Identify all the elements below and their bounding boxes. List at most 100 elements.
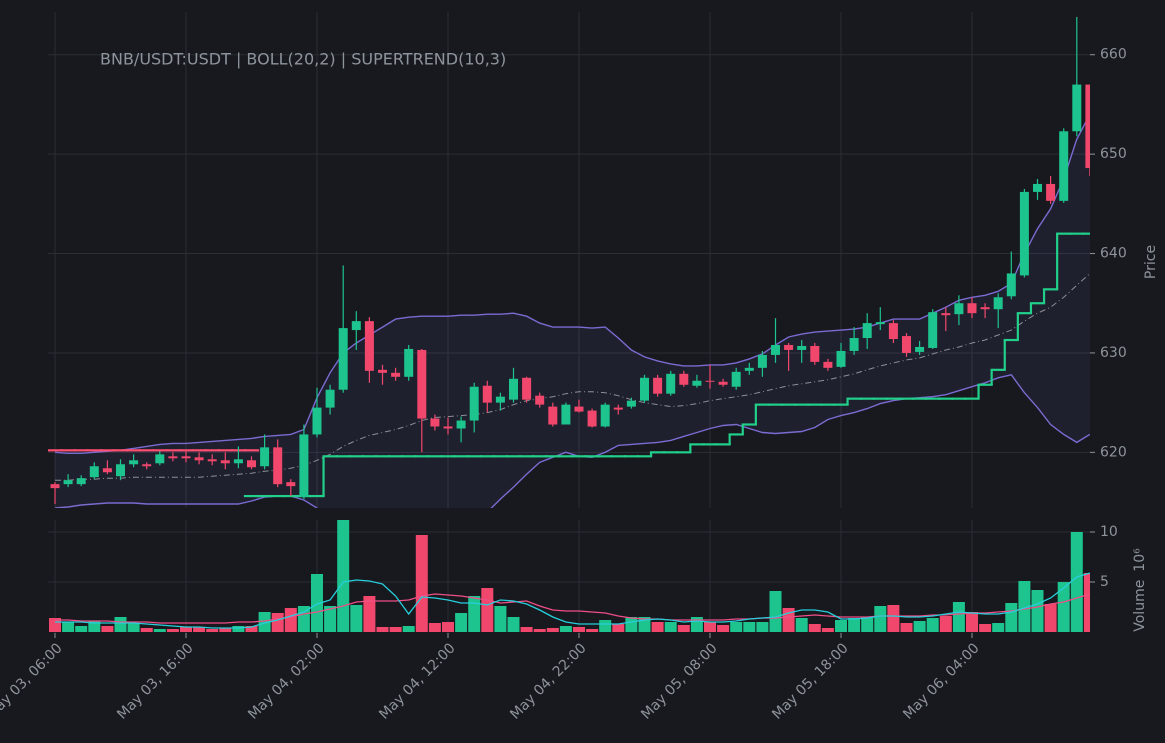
volume-bar — [258, 612, 271, 632]
volume-bar — [88, 621, 101, 632]
volume-bar — [992, 623, 1005, 632]
candle-body — [63, 480, 73, 485]
y-tick-label: 10 — [1100, 524, 1118, 540]
volume-bar — [75, 626, 88, 632]
volume-bar — [166, 629, 179, 632]
candle-body — [89, 466, 99, 478]
candle-body — [980, 307, 990, 310]
volume-bar — [979, 624, 992, 632]
volume-bar — [664, 622, 677, 632]
candle-body — [626, 400, 636, 407]
candle-body — [168, 456, 178, 459]
candle-body — [286, 482, 296, 487]
candle-body — [495, 396, 505, 403]
volume-bar — [284, 608, 297, 632]
candle-body — [50, 484, 60, 489]
candle-body — [757, 354, 767, 368]
candle-body — [181, 456, 191, 459]
candle-body — [902, 336, 911, 353]
chart-title: BNB/USDT:USDT | BOLL(20,2) | SUPERTREND(… — [100, 50, 506, 69]
volume-bar — [966, 612, 978, 632]
volume-bar — [232, 626, 245, 632]
volume-bar — [219, 628, 232, 632]
candle-body — [836, 350, 846, 367]
candle-body — [1059, 131, 1069, 201]
candle-body — [338, 328, 348, 390]
volume-bar — [1057, 582, 1070, 632]
y-tick-label: 640 — [1100, 246, 1127, 262]
volume-panel — [49, 520, 1090, 632]
candle-body — [993, 297, 1003, 310]
volume-bar — [651, 622, 664, 632]
candle-body — [731, 371, 741, 387]
candle-body — [417, 349, 427, 419]
candle-body — [587, 410, 597, 427]
candle-body — [207, 459, 217, 462]
candle-body — [941, 313, 951, 316]
volume-bar — [730, 622, 743, 632]
volume-bar — [402, 626, 415, 632]
candle-body — [954, 303, 964, 315]
candle-body — [142, 464, 152, 467]
volume-bar — [952, 602, 965, 632]
volume-bar — [861, 617, 874, 632]
candle-body — [273, 447, 283, 485]
candle-body — [456, 420, 466, 429]
candle-body — [797, 345, 807, 350]
candle-body — [233, 459, 243, 464]
volume-bar — [337, 520, 350, 632]
volume-bar — [245, 626, 258, 632]
volume-bar — [546, 628, 559, 632]
candle-body — [116, 464, 125, 477]
candle-body — [522, 377, 532, 400]
volume-bar — [180, 627, 192, 632]
bollinger-middle — [55, 273, 1090, 481]
y-axis-label: Price — [1143, 245, 1159, 279]
candle-body — [194, 457, 204, 461]
candle-body — [312, 407, 322, 435]
candle-body — [744, 367, 754, 371]
volume-bar — [1031, 590, 1044, 632]
candle-body — [509, 378, 518, 400]
volume-bar — [1018, 581, 1031, 632]
candle-body — [1033, 183, 1042, 192]
price-panel — [48, 16, 1090, 508]
volume-bar — [599, 620, 612, 632]
volume-bar — [468, 596, 481, 632]
candle-body — [875, 322, 885, 325]
volume-bar — [690, 617, 703, 632]
volume-bar — [376, 627, 389, 632]
volume-bar — [324, 606, 337, 632]
volume-bar — [677, 625, 690, 632]
candle-body — [482, 385, 492, 403]
candle-body — [325, 389, 335, 408]
candle-body — [430, 418, 440, 427]
grid — [48, 12, 1095, 638]
candle-body — [404, 348, 414, 377]
volume-label: Volume — [1132, 580, 1148, 632]
candle-body — [666, 373, 676, 394]
candle-body — [220, 460, 230, 464]
volume-bar — [808, 624, 821, 632]
candle-body — [679, 373, 689, 385]
volume-bar — [769, 591, 782, 632]
volume-bar — [913, 621, 926, 632]
volume-bar — [389, 627, 402, 632]
candle-body — [247, 460, 256, 468]
volume-bar — [206, 629, 219, 632]
volume-bar — [612, 624, 625, 632]
candle-body — [535, 395, 545, 405]
candle-body — [299, 434, 309, 498]
volume-bar — [311, 574, 323, 632]
candle-body — [915, 346, 925, 352]
candle-body — [548, 406, 558, 425]
volume-bar — [1005, 603, 1018, 632]
candle-body — [823, 361, 833, 368]
volume-bar — [717, 625, 730, 632]
candle-body — [1085, 84, 1090, 169]
volume-bar — [481, 588, 494, 632]
volume-bar — [586, 629, 599, 632]
volume-bar — [114, 617, 127, 632]
volume-bar — [153, 629, 166, 632]
volume-bar — [926, 618, 939, 632]
